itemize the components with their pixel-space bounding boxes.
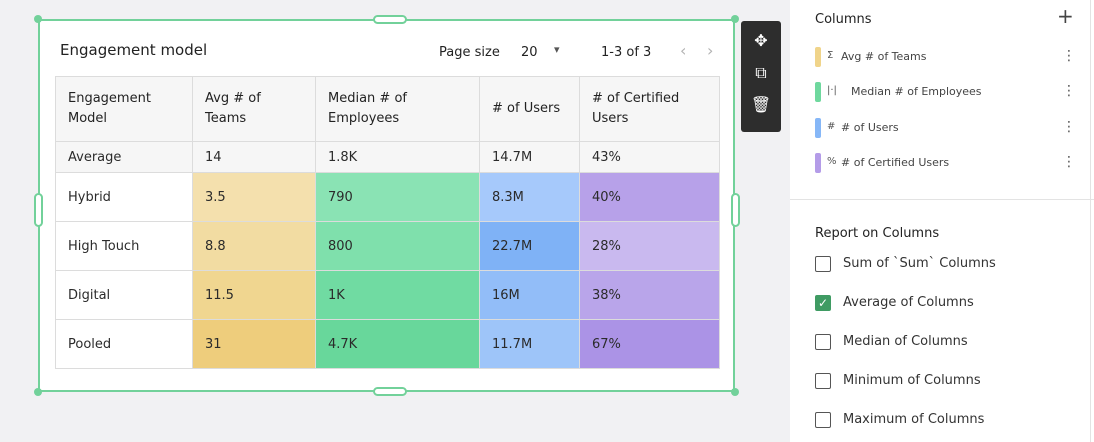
table-cell: 800 (315, 221, 480, 271)
option-label: Average of Columns (843, 295, 974, 310)
checkbox[interactable]: ✓ (815, 295, 831, 311)
page-size-label: Page size (439, 45, 500, 60)
widget-title: Engagement model (60, 41, 208, 59)
table-row: High Touch 8.8 800 22.7M 28% (55, 221, 720, 271)
caret-down-icon[interactable]: ▾ (554, 43, 560, 56)
column-item-avg-teams[interactable]: Σ Avg # of Teams ⋮ (815, 47, 1076, 67)
data-table: Engagement Model Avg # of Teams Median #… (55, 76, 720, 369)
column-color-swatch (815, 47, 821, 67)
chevron-left-icon[interactable]: ‹ (680, 41, 687, 60)
resize-handle[interactable] (34, 193, 43, 227)
option-label: Minimum of Columns (843, 373, 981, 388)
table-cell: 28% (579, 221, 720, 271)
table-row: Pooled 31 4.7K 11.7M 67% (55, 319, 720, 369)
header-avg-teams[interactable]: Avg # of Teams (192, 76, 316, 142)
dashboard-canvas: Engagement model Page size 20 ▾ 1-3 of 3… (0, 0, 790, 442)
resize-handle[interactable] (373, 387, 407, 396)
table-row: Digital 11.5 1K 16M 38% (55, 270, 720, 320)
table-cell: Average (55, 141, 193, 173)
kebab-menu-icon[interactable]: ⋮ (1062, 48, 1076, 64)
column-color-swatch (815, 118, 821, 138)
header-certified-users[interactable]: # of Certified Users (579, 76, 720, 142)
table-cell: 790 (315, 172, 480, 222)
table-cell: 16M (479, 270, 580, 320)
resize-handle[interactable] (34, 15, 42, 23)
table-cell: 43% (579, 141, 720, 173)
table-cell: Pooled (55, 319, 193, 369)
table-cell: High Touch (55, 221, 193, 271)
settings-panel: Columns + Σ Avg # of Teams ⋮ |·| Median … (790, 0, 1094, 442)
header-row: Engagement Model Avg # of Teams Median #… (55, 76, 720, 142)
table-cell: 67% (579, 319, 720, 369)
columns-heading: Columns (815, 12, 872, 27)
delete-icon[interactable]: 🗑 (750, 95, 772, 114)
column-label: # of Users (841, 121, 899, 134)
panel-border (1090, 0, 1091, 442)
kebab-menu-icon[interactable]: ⋮ (1062, 154, 1076, 170)
table-cell: 11.5 (192, 270, 316, 320)
header-median-employees[interactable]: Median # of Employees (315, 76, 480, 142)
table-widget[interactable]: Engagement model Page size 20 ▾ 1-3 of 3… (38, 19, 735, 392)
table-cell: 1.8K (315, 141, 480, 173)
average-row: Average 14 1.8K 14.7M 43% (55, 141, 720, 173)
column-label: # of Certified Users (841, 156, 950, 169)
column-item-certified-users[interactable]: % # of Certified Users ⋮ (815, 153, 1076, 173)
table-cell: 1K (315, 270, 480, 320)
resize-handle[interactable] (373, 15, 407, 24)
table-cell: Digital (55, 270, 193, 320)
table-cell: 8.3M (479, 172, 580, 222)
table-cell: 31 (192, 319, 316, 369)
option-label: Median of Columns (843, 334, 968, 349)
header-users[interactable]: # of Users (479, 76, 580, 142)
table-cell: 14.7M (479, 141, 580, 173)
table-cell: 4.7K (315, 319, 480, 369)
checkbox[interactable] (815, 334, 831, 350)
checkbox[interactable] (815, 256, 831, 272)
percent-icon: % (827, 156, 837, 167)
column-label: Avg # of Teams (841, 50, 927, 63)
resize-handle[interactable] (731, 388, 739, 396)
median-icon: |·| (827, 85, 837, 96)
count-icon: # (827, 121, 836, 132)
table-cell: 40% (579, 172, 720, 222)
table-cell: 22.7M (479, 221, 580, 271)
option-label: Sum of `Sum` Columns (843, 256, 996, 271)
panel-divider (790, 199, 1094, 200)
table-row: Hybrid 3.5 790 8.3M 40% (55, 172, 720, 222)
column-color-swatch (815, 82, 821, 102)
column-item-median-employees[interactable]: |·| Median # of Employees ⋮ (815, 82, 1076, 102)
header-engagement-model[interactable]: Engagement Model (55, 76, 193, 142)
table-cell: 11.7M (479, 319, 580, 369)
kebab-menu-icon[interactable]: ⋮ (1062, 119, 1076, 135)
table-cell: 14 (192, 141, 316, 173)
option-label: Maximum of Columns (843, 412, 985, 427)
page-size-select[interactable]: 20 (521, 45, 538, 60)
resize-handle[interactable] (731, 193, 740, 227)
widget-toolbar: ✥ ⧉ 🗑 (741, 21, 781, 132)
resize-handle[interactable] (34, 388, 42, 396)
kebab-menu-icon[interactable]: ⋮ (1062, 83, 1076, 99)
move-icon[interactable]: ✥ (754, 31, 768, 50)
pagination-range: 1-3 of 3 (601, 45, 652, 60)
column-color-swatch (815, 153, 821, 173)
sum-icon: Σ (827, 50, 834, 61)
table-cell: 38% (579, 270, 720, 320)
table-cell: 8.8 (192, 221, 316, 271)
resize-handle[interactable] (731, 15, 739, 23)
duplicate-icon[interactable]: ⧉ (755, 63, 767, 82)
table-cell: 3.5 (192, 172, 316, 222)
table-cell: Hybrid (55, 172, 193, 222)
report-heading: Report on Columns (815, 226, 940, 241)
checkbox[interactable] (815, 412, 831, 428)
column-item-users[interactable]: # # of Users ⋮ (815, 118, 1076, 138)
checkbox[interactable] (815, 373, 831, 389)
column-label: Median # of Employees (851, 85, 982, 98)
chevron-right-icon[interactable]: › (707, 41, 714, 60)
plus-icon[interactable]: + (1057, 4, 1074, 28)
